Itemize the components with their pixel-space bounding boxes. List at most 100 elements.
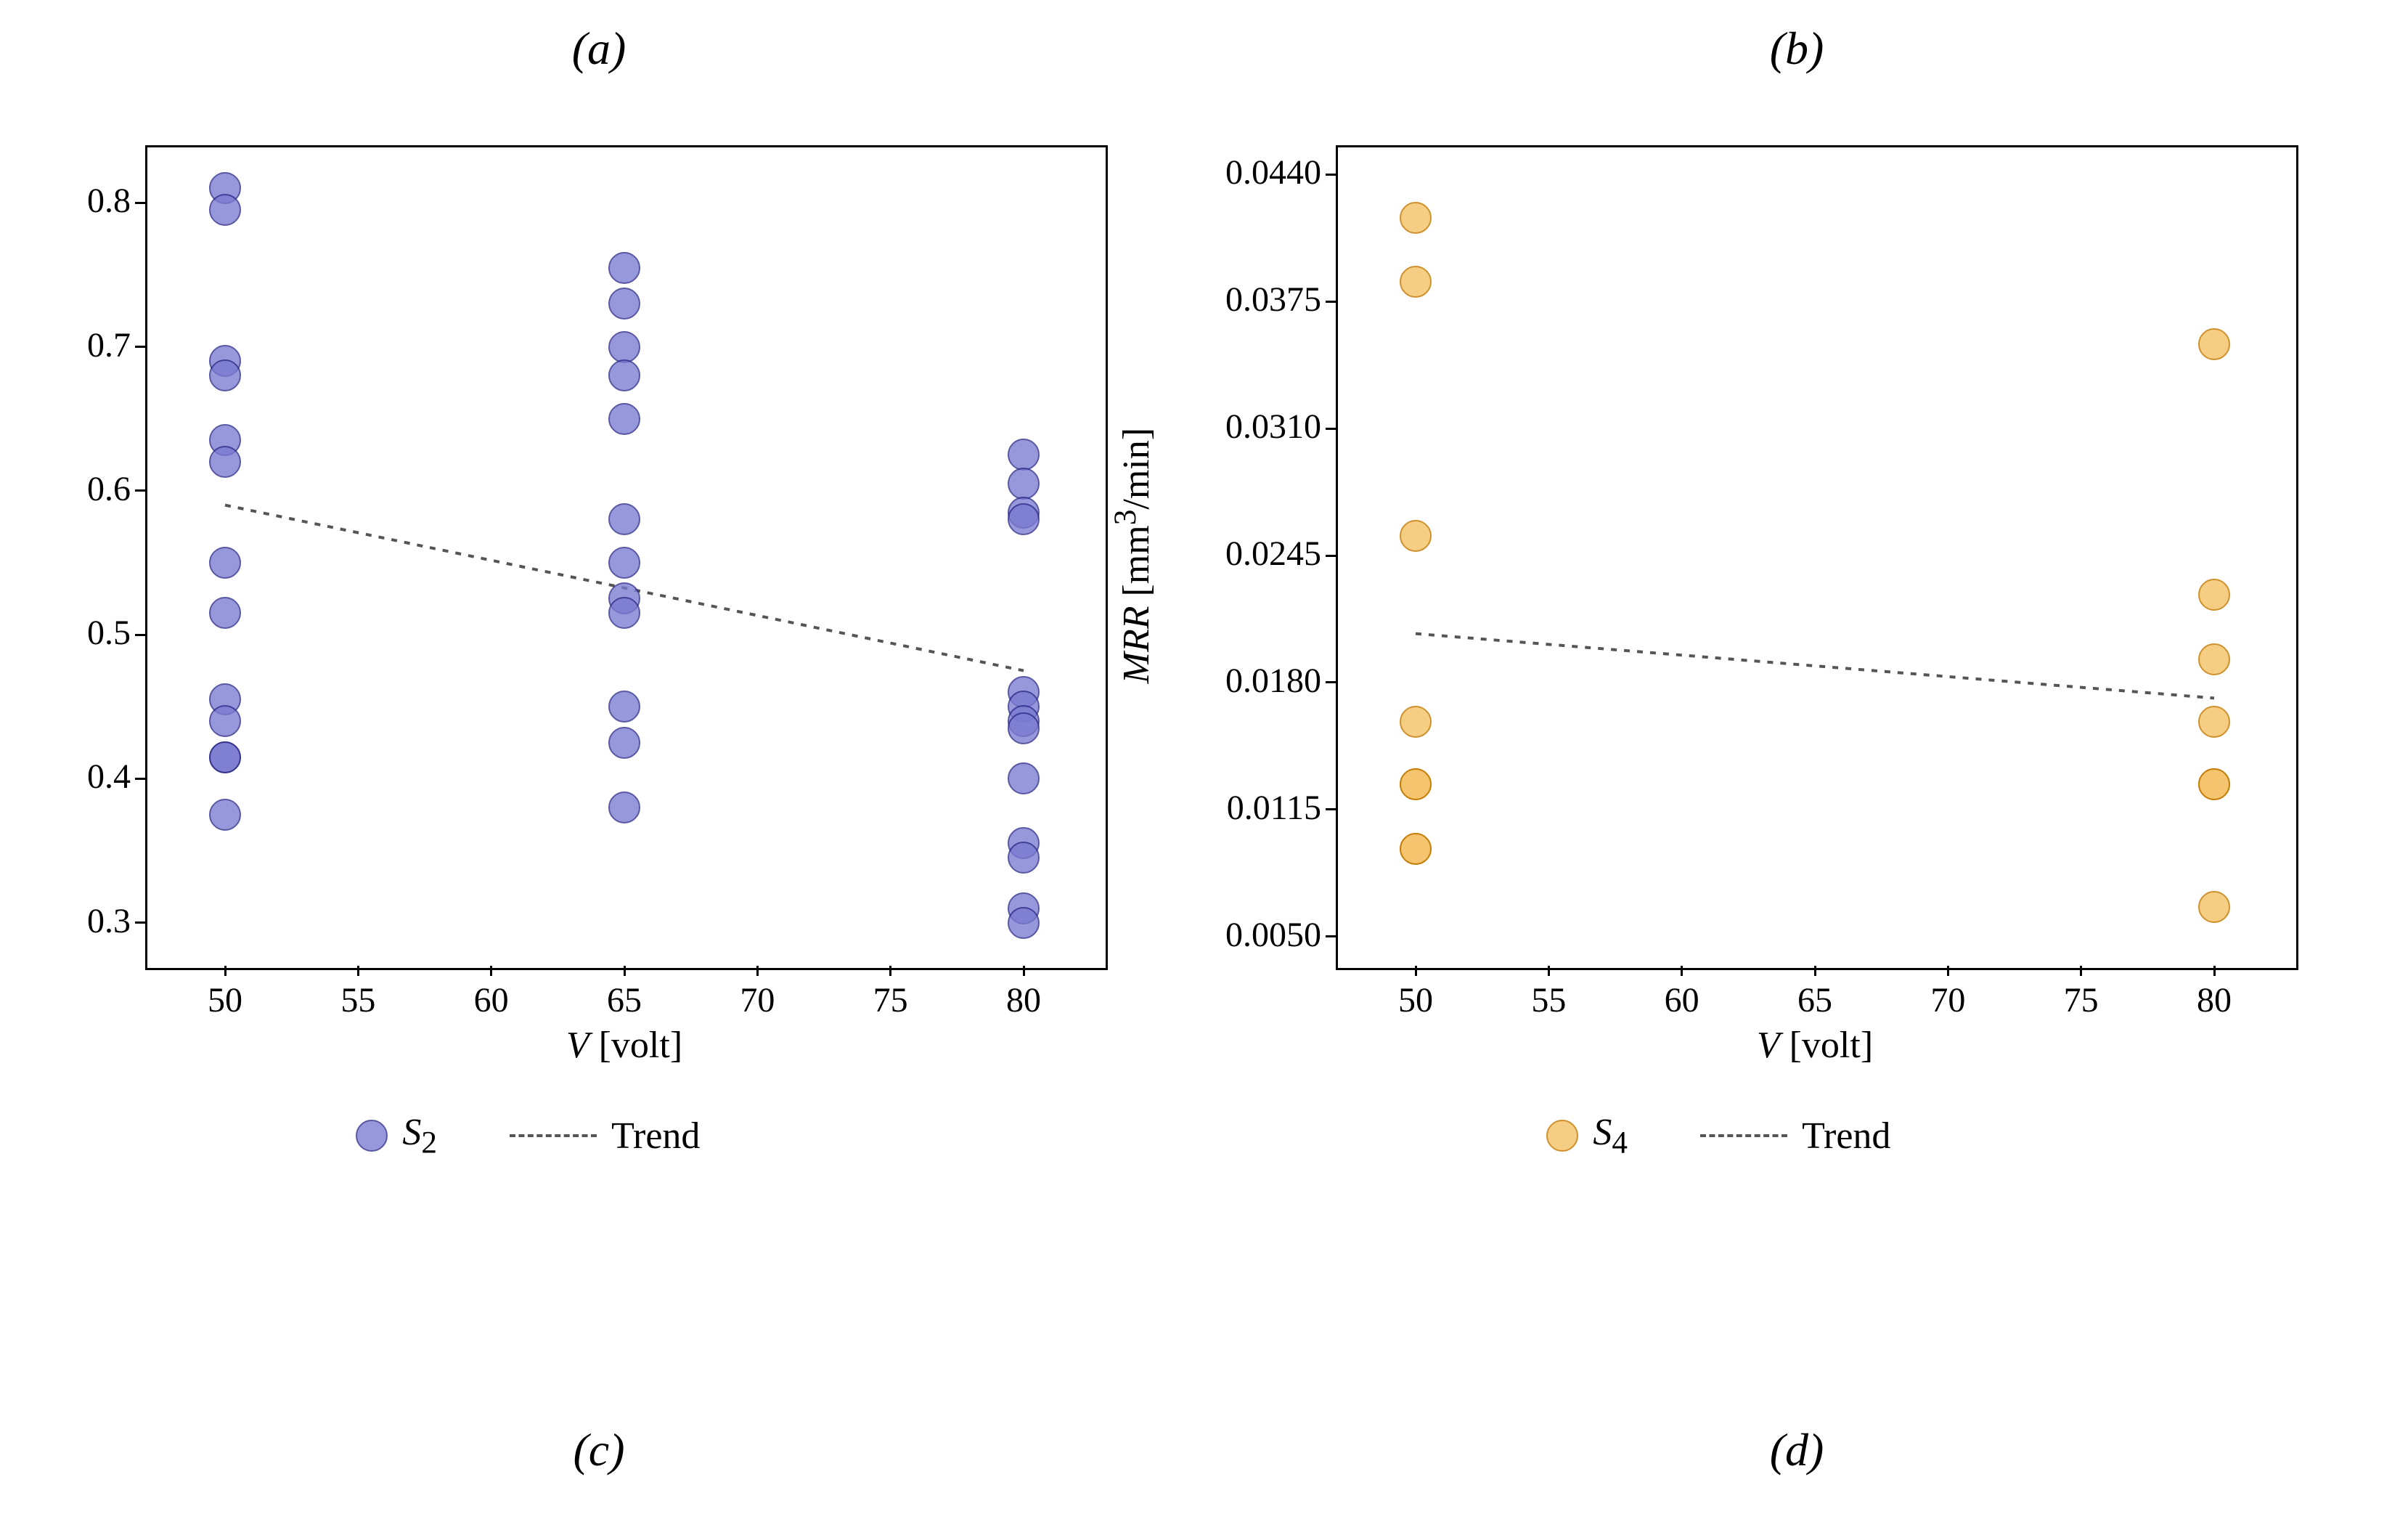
xtick-mark (1681, 966, 1683, 976)
scatter-point (1400, 520, 1432, 552)
legend-marker-icon (356, 1120, 388, 1152)
scatter-point (1400, 202, 1432, 234)
ytick-mark (135, 346, 145, 348)
xtick-mark (1023, 966, 1025, 976)
ytick-mark (135, 489, 145, 492)
legend: S4 Trend (1546, 1111, 1890, 1160)
xtick-mark (1947, 966, 1949, 976)
ytick-mark (135, 202, 145, 204)
legend-trend-item: Trend (510, 1115, 700, 1157)
scatter-point (1008, 762, 1040, 794)
scatter-point (608, 597, 640, 629)
scatter-point (1400, 768, 1432, 800)
scatter-point (608, 331, 640, 363)
xtick-mark (1415, 966, 1417, 976)
scatter-point (1400, 266, 1432, 298)
scatter-point (2198, 328, 2230, 360)
ytick-label: 0.8 (15, 181, 131, 221)
scatter-point (608, 403, 640, 435)
scatter-point (2198, 706, 2230, 738)
legend-marker-icon (1546, 1120, 1578, 1152)
xtick-label: 60 (448, 980, 535, 1020)
x-axis-label: V [volt] (1336, 1024, 2294, 1067)
ytick-label: 0.0245 (1205, 534, 1321, 574)
xtick-mark (756, 966, 759, 976)
xtick-label: 50 (1372, 980, 1459, 1020)
xtick-mark (2213, 966, 2216, 976)
xtick-mark (889, 966, 891, 976)
y-axis-label: MRR [mm3/min] (1107, 145, 1158, 966)
scatter-point (608, 288, 640, 320)
xtick-mark (490, 966, 492, 976)
xtick-mark (624, 966, 626, 976)
plot-b-frame (1336, 145, 2298, 970)
ytick-label: 0.6 (15, 469, 131, 509)
scatter-point (1008, 503, 1040, 535)
scatter-point (209, 705, 241, 737)
scatter-point (608, 727, 640, 759)
xtick-mark (357, 966, 359, 976)
xtick-label: 80 (980, 980, 1067, 1020)
scatter-point (2198, 643, 2230, 675)
scatter-point (2198, 891, 2230, 923)
ytick-mark (135, 634, 145, 636)
ytick-label: 0.7 (15, 325, 131, 365)
ytick-label: 0.4 (15, 757, 131, 797)
scatter-point (1008, 842, 1040, 874)
xtick-label: 55 (314, 980, 401, 1020)
scatter-point (209, 359, 241, 391)
scatter-point (209, 597, 241, 629)
scatter-point (2198, 768, 2230, 800)
xtick-label: 70 (1904, 980, 1991, 1020)
legend: S2 Trend (356, 1111, 700, 1160)
ytick-mark (1326, 301, 1336, 303)
xtick-mark (1814, 966, 1816, 976)
scatter-point (1400, 706, 1432, 738)
ytick-label: 0.0375 (1205, 280, 1321, 320)
scatter-point (209, 547, 241, 579)
scatter-point (1008, 439, 1040, 471)
y-axis-label: MRR [mm3/min] (0, 145, 4, 966)
legend-series-item: S2 (356, 1111, 437, 1160)
panel-a-title: (a) (0, 22, 1198, 76)
legend-series-label: S2 (402, 1111, 437, 1160)
ytick-mark (135, 921, 145, 924)
legend-dash-icon (1700, 1134, 1787, 1137)
xtick-mark (1548, 966, 1550, 976)
x-axis-label: V [volt] (145, 1024, 1103, 1067)
scatter-point (209, 799, 241, 831)
ytick-label: 0.0440 (1205, 152, 1321, 192)
scatter-point (608, 359, 640, 391)
scatter-point (608, 503, 640, 535)
legend-dash-icon (510, 1134, 597, 1137)
xtick-label: 80 (2171, 980, 2258, 1020)
xtick-mark (2080, 966, 2082, 976)
xtick-label: 65 (581, 980, 668, 1020)
ytick-mark (1326, 428, 1336, 430)
panel-d-title: (d) (1198, 1423, 2396, 1477)
xtick-label: 75 (847, 980, 934, 1020)
legend-series-label: S4 (1593, 1111, 1628, 1160)
scatter-point (209, 446, 241, 478)
xtick-label: 75 (2038, 980, 2125, 1020)
legend-series-item: S4 (1546, 1111, 1628, 1160)
scatter-point (2198, 579, 2230, 611)
figure-root: (a) (b) (c) (d) 505560657075800.30.40.50… (0, 0, 2408, 1514)
ytick-label: 0.5 (15, 613, 131, 653)
scatter-point (608, 791, 640, 823)
scatter-point (209, 741, 241, 773)
ytick-label: 0.0180 (1205, 661, 1321, 701)
legend-trend-label: Trend (1802, 1115, 1890, 1157)
xtick-label: 60 (1638, 980, 1726, 1020)
panel-c-title: (c) (0, 1423, 1198, 1477)
ytick-label: 0.0115 (1205, 788, 1321, 828)
scatter-point (1008, 907, 1040, 939)
ytick-mark (1326, 935, 1336, 937)
ytick-mark (1326, 808, 1336, 810)
scatter-point (608, 547, 640, 579)
ytick-mark (1326, 681, 1336, 683)
scatter-point (209, 194, 241, 226)
ytick-mark (1326, 555, 1336, 557)
scatter-point (1008, 712, 1040, 744)
scatter-point (608, 691, 640, 723)
